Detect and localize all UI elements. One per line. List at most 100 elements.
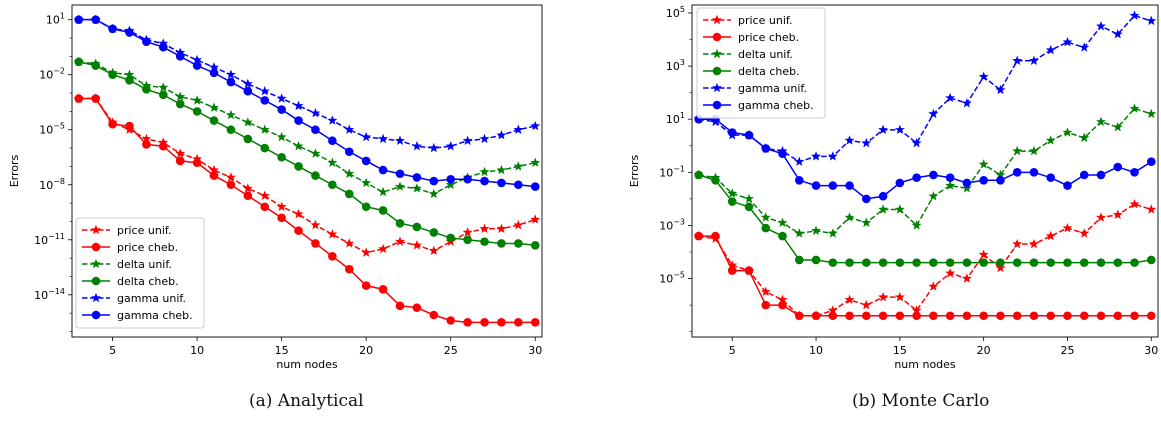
data-point bbox=[827, 151, 838, 161]
data-point bbox=[778, 231, 787, 241]
data-point bbox=[1012, 168, 1022, 177]
data-point bbox=[912, 258, 921, 267]
data-point bbox=[242, 183, 253, 193]
data-point bbox=[945, 92, 956, 103]
legend-label: gamma unif. bbox=[117, 292, 186, 305]
data-point bbox=[259, 86, 270, 96]
data-point bbox=[1113, 162, 1123, 172]
legend-marker bbox=[712, 100, 722, 110]
chart-panel-1: 5 10 15 20 25 30 101 10−2 10−5 10−8 10−11 10−14 num … bbox=[8, 4, 543, 371]
series-gamma-cheb bbox=[694, 114, 1156, 204]
y-tick-label: 101 bbox=[46, 12, 65, 27]
plot-frame bbox=[691, 4, 1159, 338]
data-point bbox=[328, 251, 337, 261]
data-point bbox=[996, 311, 1005, 321]
caption-analytical: (a) Analytical bbox=[249, 391, 364, 411]
x-tick-label: 10 bbox=[190, 344, 204, 357]
data-point bbox=[727, 266, 737, 275]
data-point bbox=[945, 173, 955, 182]
data-point bbox=[1113, 311, 1123, 321]
data-point bbox=[328, 180, 337, 190]
data-point bbox=[878, 291, 889, 302]
data-point bbox=[1096, 116, 1106, 127]
data-point bbox=[125, 28, 134, 37]
legend-label: delta cheb. bbox=[738, 65, 800, 78]
data-point bbox=[1130, 258, 1139, 267]
data-point bbox=[1096, 212, 1106, 222]
data-point bbox=[912, 173, 921, 182]
data-point bbox=[828, 311, 838, 321]
data-point bbox=[209, 164, 219, 175]
data-point bbox=[108, 70, 117, 80]
data-point bbox=[513, 124, 524, 134]
data-point bbox=[225, 69, 236, 79]
data-point bbox=[395, 301, 405, 311]
data-point bbox=[1079, 258, 1089, 267]
data-point bbox=[378, 165, 388, 175]
data-point bbox=[794, 255, 804, 265]
data-point bbox=[794, 175, 804, 185]
y-tick-label: 10−3 bbox=[659, 217, 685, 232]
data-point bbox=[945, 258, 955, 267]
y-tick-label: 103 bbox=[666, 58, 685, 73]
data-point bbox=[445, 179, 456, 189]
series-gamma-cheb bbox=[74, 15, 540, 191]
data-point bbox=[945, 180, 956, 190]
data-point bbox=[727, 260, 738, 270]
x-tick-label: 25 bbox=[444, 344, 458, 357]
data-point bbox=[209, 62, 219, 72]
data-point bbox=[894, 291, 905, 302]
data-point bbox=[142, 140, 151, 149]
data-point bbox=[1079, 42, 1090, 52]
data-point bbox=[395, 169, 405, 179]
data-point bbox=[411, 240, 422, 250]
series-line bbox=[78, 18, 536, 149]
data-point bbox=[209, 116, 219, 125]
data-point bbox=[878, 258, 888, 267]
series-line bbox=[698, 118, 1152, 200]
data-point bbox=[996, 258, 1005, 267]
data-point bbox=[294, 116, 303, 125]
data-point bbox=[778, 300, 787, 310]
data-point bbox=[1012, 238, 1023, 249]
x-tick-label: 5 bbox=[109, 344, 116, 357]
y-tick-label: 101 bbox=[666, 111, 685, 126]
data-point bbox=[1062, 36, 1073, 47]
series-line bbox=[698, 14, 1152, 163]
data-point bbox=[311, 125, 320, 135]
data-point bbox=[192, 107, 202, 116]
x-tick-label: 15 bbox=[275, 344, 289, 357]
x-tick-label: 30 bbox=[1144, 344, 1158, 357]
legend-marker bbox=[712, 32, 722, 42]
legend-marker bbox=[712, 66, 722, 76]
data-point bbox=[294, 162, 303, 171]
data-point bbox=[175, 52, 185, 61]
y-axis-label: Errors bbox=[8, 154, 21, 187]
legend-marker bbox=[712, 82, 722, 93]
data-point bbox=[446, 233, 456, 243]
data-point bbox=[929, 311, 938, 321]
data-point bbox=[530, 182, 540, 191]
legend-marker bbox=[91, 292, 101, 303]
data-point bbox=[411, 141, 422, 151]
data-point bbox=[878, 204, 889, 214]
series-line bbox=[78, 97, 536, 254]
data-point bbox=[158, 82, 169, 92]
legend-marker bbox=[91, 242, 101, 252]
data-point bbox=[827, 305, 838, 315]
data-point bbox=[928, 108, 939, 119]
data-point bbox=[1062, 222, 1073, 233]
data-point bbox=[209, 68, 219, 78]
series-line bbox=[698, 235, 1152, 317]
data-point bbox=[978, 71, 989, 81]
legend-box bbox=[696, 7, 826, 119]
series-price-cheb bbox=[694, 231, 1156, 321]
data-point bbox=[995, 262, 1006, 273]
data-point bbox=[428, 142, 439, 153]
series-line bbox=[78, 97, 536, 324]
data-point bbox=[142, 37, 151, 46]
data-point bbox=[861, 299, 872, 310]
data-point bbox=[175, 156, 185, 166]
data-point bbox=[344, 124, 355, 134]
x-axis-label: num nodes bbox=[276, 358, 338, 371]
